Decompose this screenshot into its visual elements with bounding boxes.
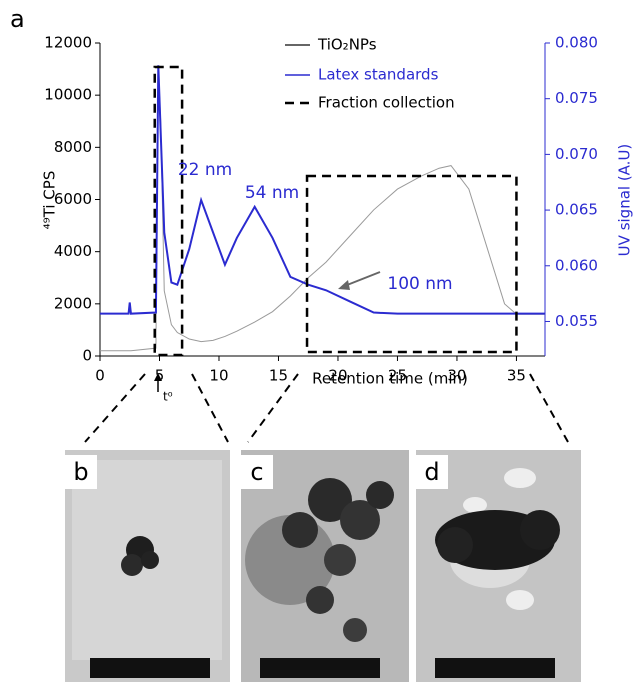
y2-tick-label: 0.075 xyxy=(555,89,598,107)
connector xyxy=(247,373,299,443)
arrow-head xyxy=(338,280,350,290)
panel-label: d xyxy=(424,458,439,486)
annotation: t⁰ xyxy=(163,390,173,404)
y-tick-label: 10000 xyxy=(44,86,92,104)
legend-label: Fraction collection xyxy=(318,94,455,112)
fraction-box xyxy=(153,65,184,357)
connector xyxy=(529,373,569,443)
connectors xyxy=(84,373,569,443)
arrow-head xyxy=(154,373,162,381)
x-tick-label: 35 xyxy=(507,367,526,385)
x-tick-label: 30 xyxy=(447,367,466,385)
connector xyxy=(84,373,146,443)
y-axis-label: ⁴⁹Ti CPS xyxy=(41,171,59,230)
tem-image-d: d xyxy=(416,450,581,682)
x-tick-label: 5 xyxy=(155,367,165,385)
panel-label: c xyxy=(250,458,263,486)
series-line xyxy=(100,65,545,315)
y-tick-label: 2000 xyxy=(54,294,92,312)
y2-tick-label: 0.055 xyxy=(555,312,598,330)
y-tick-label: 4000 xyxy=(54,242,92,260)
y2-tick-label: 0.060 xyxy=(555,256,598,274)
legend-label: TiO₂NPs xyxy=(317,36,377,54)
panel-label: b xyxy=(73,458,88,486)
y-tick-label: 0 xyxy=(82,347,92,365)
legend-label: Latex standards xyxy=(318,66,439,84)
y-tick-label: 12000 xyxy=(44,34,92,52)
x-tick-label: 25 xyxy=(388,367,407,385)
panel-label: a xyxy=(10,5,25,33)
y2-axis-label: UV signal (A.U) xyxy=(616,144,634,257)
annotation: 22 nm xyxy=(178,160,232,180)
x-tick-label: 0 xyxy=(95,367,105,385)
y2-tick-label: 0.080 xyxy=(555,34,598,52)
x-tick-label: 20 xyxy=(328,367,347,385)
y2-tick-label: 0.065 xyxy=(555,201,598,219)
y-tick-label: 6000 xyxy=(54,190,92,208)
fraction-box xyxy=(305,174,518,354)
y-tick-label: 8000 xyxy=(54,138,92,156)
x-axis-label: Retention time (min) xyxy=(312,370,468,388)
tem-image-b: b xyxy=(65,450,230,682)
tem-image-c: c xyxy=(241,450,409,682)
annotation: 54 nm xyxy=(245,183,299,203)
x-tick-label: 10 xyxy=(209,367,228,385)
y2-tick-label: 0.070 xyxy=(555,145,598,163)
x-tick-label: 15 xyxy=(269,367,288,385)
annotation: 100 nm xyxy=(387,274,452,294)
